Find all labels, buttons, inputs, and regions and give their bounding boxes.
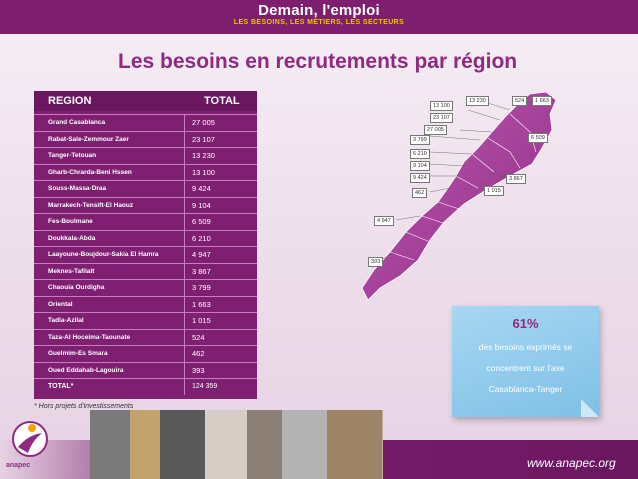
column-header-total: TOTAL (204, 95, 240, 107)
map-label-guelmim: 462 (412, 188, 428, 198)
map-label-doukkala: 6 210 (410, 149, 430, 159)
region-total: 1 015 (192, 316, 211, 325)
table-row: Souss-Massa-Draa 9 424 (34, 180, 257, 197)
photo-team (205, 410, 248, 479)
total-value: 124 359 (192, 383, 218, 390)
region-total: 6 210 (192, 233, 211, 243)
table-row: Guelmim-Es Smara 462 (34, 345, 257, 362)
highlight-note: 61% des besoins exprimés se concentrent … (452, 306, 599, 417)
map-label-oriental: 1 663 (532, 96, 552, 106)
region-name: Doukkala-Abda (34, 230, 185, 247)
brand-title: Demain, l'emploi (258, 2, 380, 19)
map-label-casablanca: 27 005 (424, 125, 447, 135)
region-total: 9 104 (192, 200, 211, 210)
photo-nurse (327, 410, 383, 479)
note-line-2: concentrent sur l'axe (486, 363, 565, 373)
map-label-fes: 6 509 (528, 133, 548, 143)
region-table: REGION TOTAL Grand Casablanca 27 005 Rabat… (34, 91, 257, 399)
region-total: 4 947 (192, 250, 211, 259)
table-row: Chaouia Ourdigha 3 799 (34, 279, 257, 296)
table-row: Gharb-Chrarda-Beni Hssen 13 100 (34, 163, 257, 181)
region-total: 393 (192, 365, 205, 375)
region-name: Souss-Massa-Draa (34, 181, 185, 197)
page-title: Les besoins en recrutements par région (118, 50, 518, 73)
column-header-region: REGION (48, 95, 92, 107)
table-row: Doukkala-Abda 6 210 (34, 229, 257, 247)
region-name: Guelmim-Es Smara (34, 346, 185, 362)
table-row: Fes-Boulmane 6 509 (34, 213, 257, 230)
total-label: TOTAL* (34, 379, 185, 395)
region-total: 1 663 (192, 299, 211, 309)
table-row: Taza-Al Hoceima-Taounate 524 (34, 328, 257, 346)
region-total: 13 230 (192, 151, 215, 160)
region-name: Taza-Al Hoceima-Taounate (34, 329, 185, 346)
morocco-region-map: 13 230 524 1 663 13 100 23 107 27 005 3 … (360, 91, 570, 302)
region-name: Oriental (34, 296, 185, 313)
map-label-souss: 9 424 (410, 173, 430, 183)
region-total: 3 799 (192, 283, 211, 292)
region-name: Rabat-Sale-Zemmour Zaer (34, 131, 185, 148)
table-row: Meknes-Tafilalt 3 867 (34, 262, 257, 280)
header-bar (0, 0, 638, 34)
table-row: Tanger-Tetouan 13 230 (34, 147, 257, 164)
logo-text: anapec (6, 462, 31, 469)
region-name: Fes-Boulmane (34, 214, 185, 230)
note-percent: 61% (512, 316, 539, 331)
photo-worker (90, 410, 131, 479)
table-row: Grand Casablanca 27 005 (34, 114, 257, 131)
region-name: Meknes-Tafilalt (34, 263, 185, 280)
website-url[interactable]: www.anapec.org (527, 456, 616, 470)
footnote: * Hors projets d'investissements (34, 403, 134, 410)
photo-laptop (130, 410, 161, 479)
region-total: 9 424 (192, 184, 211, 193)
map-label-meknes: 3 867 (506, 174, 526, 184)
region-total: 13 100 (192, 167, 215, 177)
region-total: 524 (192, 332, 205, 342)
table-row: Oued Eddahab-Lagouira 393 (34, 361, 257, 379)
region-name: Tanger-Tetouan (34, 148, 185, 164)
region-name: Laayoune-Boujdour-Sakia El Hamra (34, 247, 185, 263)
map-label-oued-eddahab: 393 (368, 257, 384, 267)
note-line-1: des besoins exprimés se (478, 342, 573, 352)
map-label-chaouia: 3 799 (410, 135, 430, 145)
map-label-gharb: 13 100 (430, 101, 453, 111)
map-label-rabat: 23 107 (430, 113, 453, 123)
note-line-3: Casablanca-Tanger (488, 384, 563, 394)
photo-strip (90, 410, 383, 479)
region-name: Tadla-Azilal (34, 313, 185, 329)
table-row: Oriental 1 663 (34, 295, 257, 313)
region-total: 23 107 (192, 134, 215, 144)
map-label-tadla: 1 015 (484, 186, 504, 196)
map-label-marrakech: 9 104 (410, 161, 430, 171)
region-name: Marrakech-Tensift-El Haouz (34, 197, 185, 214)
photo-technician (247, 410, 283, 479)
region-total: 3 867 (192, 266, 211, 276)
map-label-taza: 524 (512, 96, 528, 106)
table-header: REGION TOTAL (34, 91, 257, 111)
region-name: Gharb-Chrarda-Beni Hssen (34, 164, 185, 181)
region-total: 6 509 (192, 217, 211, 226)
anapec-logo-icon (12, 421, 48, 457)
region-total: 27 005 (192, 118, 215, 127)
page-curl (581, 399, 599, 417)
region-name: Chaouia Ourdigha (34, 280, 185, 296)
photo-industry (282, 410, 328, 479)
photo-mechanic (160, 410, 206, 479)
region-name: Grand Casablanca (34, 115, 185, 131)
region-total: 462 (192, 349, 205, 358)
region-name: Oued Eddahab-Lagouira (34, 362, 185, 379)
map-shape (361, 91, 557, 301)
brand-tagline: LES BESOINS, LES MÉTIERS, LES SECTEURS (233, 19, 405, 26)
map-label-laayoune: 4 947 (374, 216, 394, 226)
table-total-row: TOTAL* 124 359 (34, 378, 257, 395)
table-row: Marrakech-Tensift-El Haouz 9 104 (34, 196, 257, 214)
table-row: Tadla-Azilal 1 015 (34, 312, 257, 329)
map-label-tanger: 13 230 (466, 96, 489, 106)
table-row: Laayoune-Boujdour-Sakia El Hamra 4 947 (34, 246, 257, 263)
table-row: Rabat-Sale-Zemmour Zaer 23 107 (34, 130, 257, 148)
